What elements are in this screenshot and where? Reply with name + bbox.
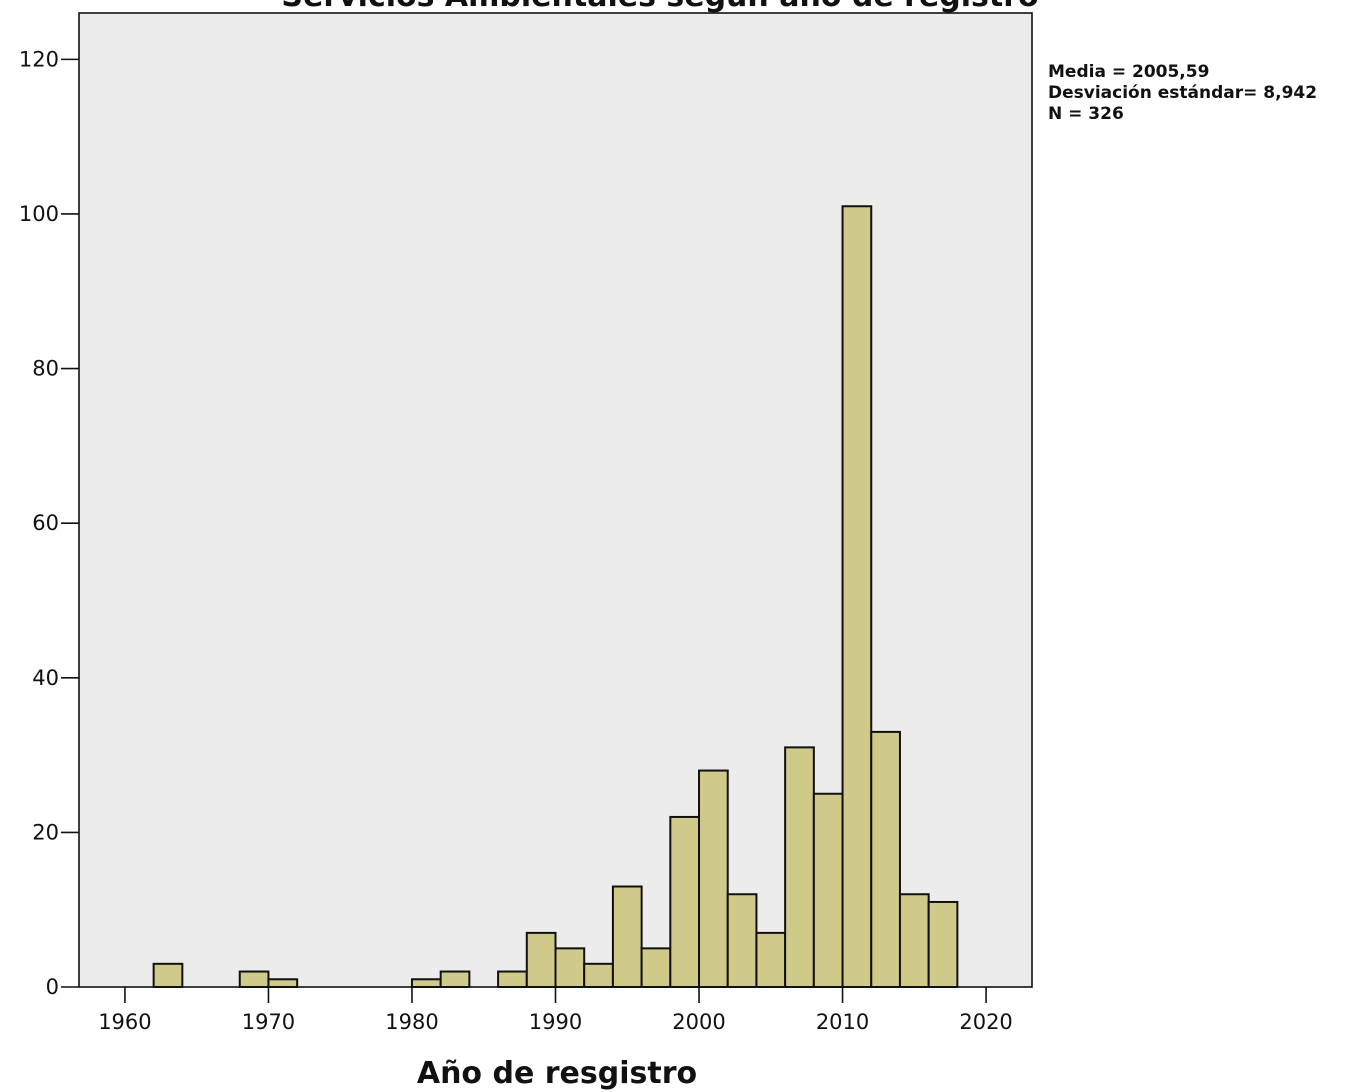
histogram-bar xyxy=(640,947,672,988)
histogram-bar xyxy=(583,962,614,988)
histogram-bar xyxy=(784,746,815,988)
histogram-bar xyxy=(870,730,901,989)
x-tick-label: 1980 xyxy=(385,1010,438,1034)
histogram-bar xyxy=(841,205,873,988)
histogram-bar xyxy=(238,970,270,988)
x-tick-label: 1970 xyxy=(242,1010,295,1034)
y-tick-label: 0 xyxy=(46,975,59,999)
histogram-bar xyxy=(726,893,758,988)
y-axis: 0 20 40 60 80 100 120 xyxy=(19,47,79,999)
histogram-bar xyxy=(812,792,844,988)
histogram-bar xyxy=(698,769,729,988)
histogram-bar xyxy=(152,962,184,988)
histogram-bar xyxy=(669,815,701,989)
histogram-bar xyxy=(898,893,930,988)
bars-group xyxy=(152,205,959,989)
x-tick-label: 1990 xyxy=(529,1010,582,1034)
x-tick-label: 2010 xyxy=(816,1010,869,1034)
y-tick-label: 80 xyxy=(32,357,59,381)
stats-line: N = 326 xyxy=(1048,104,1124,124)
histogram-bar xyxy=(755,931,787,989)
y-tick-label: 100 xyxy=(19,202,59,226)
x-tick-label: 2020 xyxy=(959,1010,1012,1034)
chart-title: Servicios Ambientales según año de regis… xyxy=(281,0,1038,14)
x-axis: 1960 1970 1980 1990 2000 2010 2020 xyxy=(98,987,1013,1034)
y-tick-label: 120 xyxy=(19,47,59,71)
y-tick-label: 60 xyxy=(32,511,59,535)
x-tick-label: 1960 xyxy=(98,1010,151,1034)
histogram-bar xyxy=(554,947,586,988)
y-tick-label: 40 xyxy=(32,666,59,690)
stats-line: Media = 2005,59 xyxy=(1048,62,1209,82)
histogram-bar xyxy=(410,978,442,988)
histogram-bar xyxy=(525,931,557,989)
histogram-bar xyxy=(927,900,959,989)
x-tick-label: 2000 xyxy=(672,1010,725,1034)
histogram-bar xyxy=(497,970,528,988)
stats-line: Desviación estándar= 8,942 xyxy=(1048,83,1317,103)
x-axis-title: Año de resgistro xyxy=(417,1056,697,1091)
histogram-bar xyxy=(267,978,299,988)
histogram-bar xyxy=(439,970,471,988)
y-tick-label: 20 xyxy=(32,820,59,844)
histogram-bar xyxy=(611,885,643,988)
